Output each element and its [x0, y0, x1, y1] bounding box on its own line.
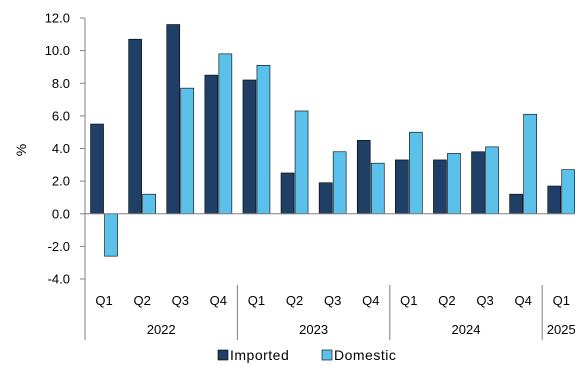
- x-tick-label-8: Q1: [400, 293, 417, 308]
- bar-domestic-7: [370, 162, 385, 215]
- bar-domestic-6: [332, 151, 347, 215]
- bar-imported-9: [433, 159, 447, 215]
- x-tick-label-11: Q4: [514, 293, 531, 308]
- bar-domestic-12: [561, 169, 575, 215]
- bar-domestic-11: [523, 113, 537, 215]
- bar-domestic-2: [180, 87, 195, 215]
- bar-domestic-5: [294, 110, 309, 215]
- x-tick-label-0: Q1: [95, 293, 112, 308]
- bar-imported-1: [128, 38, 142, 215]
- legend-swatch-imported: [217, 349, 229, 361]
- y-tick-label-7: 10.0: [45, 43, 70, 58]
- bar-domestic-3: [218, 53, 233, 215]
- y-tick-labels: -4.0 -2.0 0.0 2.0 4.0 6.0 8.0 10.0 12.0: [45, 11, 70, 287]
- y-tick-label-3: 2.0: [52, 174, 70, 189]
- y-tick-label-0: -4.0: [48, 272, 70, 287]
- bar-domestic-1: [142, 193, 156, 215]
- axes-layer: [80, 17, 575, 340]
- y-tick-label-4: 4.0: [52, 141, 70, 156]
- x-tick-labels: Q1 Q2 Q3 Q4 Q1 Q2 Q3 Q4 Q1 Q2 Q3 Q4 Q1: [95, 293, 570, 308]
- bar-imported-3: [204, 74, 219, 215]
- bar-imported-0: [90, 123, 104, 215]
- x-tick-label-4: Q1: [248, 293, 265, 308]
- x-tick-label-1: Q2: [133, 293, 150, 308]
- legend-swatch-domestic: [321, 349, 333, 361]
- bar-domestic-4: [256, 65, 271, 215]
- y-tick-label-8: 12.0: [45, 11, 70, 26]
- bars-layer: [90, 24, 575, 257]
- y-axis-label: %: [13, 144, 29, 156]
- y-tick-label-5: 6.0: [52, 108, 70, 123]
- legend-label-imported: Imported: [230, 347, 289, 363]
- x-tick-label-3: Q4: [210, 293, 227, 308]
- bar-imported-12: [547, 185, 562, 215]
- bar-domestic-9: [447, 153, 461, 215]
- x-tick-label-9: Q2: [438, 293, 455, 308]
- bar-imported-4: [242, 79, 257, 215]
- bar-imported-11: [509, 193, 523, 215]
- x-group-label-2023: 2023: [299, 322, 328, 337]
- y-tick-label-6: 8.0: [52, 76, 70, 91]
- bar-imported-8: [395, 159, 409, 215]
- legend: Imported Domestic: [217, 347, 396, 363]
- x-tick-label-5: Q2: [286, 293, 303, 308]
- x-tick-label-6: Q3: [324, 293, 341, 308]
- x-tick-label-12: Q1: [553, 293, 570, 308]
- bar-domestic-0: [104, 213, 118, 257]
- x-group-label-2024: 2024: [452, 322, 481, 337]
- y-tick-label-1: -2.0: [48, 239, 70, 254]
- bar-domestic-8: [409, 131, 423, 215]
- bar-imported-10: [471, 151, 485, 215]
- x-tick-label-7: Q4: [362, 293, 379, 308]
- bar-imported-5: [280, 172, 295, 215]
- x-tick-label-10: Q3: [476, 293, 493, 308]
- legend-label-domestic: Domestic: [334, 347, 396, 363]
- bar-imported-2: [166, 24, 181, 215]
- x-group-label-2022: 2022: [147, 322, 176, 337]
- bar-domestic-10: [485, 146, 499, 215]
- y-tick-label-2: 0.0: [52, 206, 70, 221]
- x-group-labels: 2022 2023 2024 2025: [147, 285, 575, 340]
- bar-imported-6: [318, 182, 333, 215]
- x-tick-label-2: Q3: [172, 293, 189, 308]
- bar-imported-7: [356, 140, 371, 215]
- x-group-label-2025: 2025: [547, 322, 575, 337]
